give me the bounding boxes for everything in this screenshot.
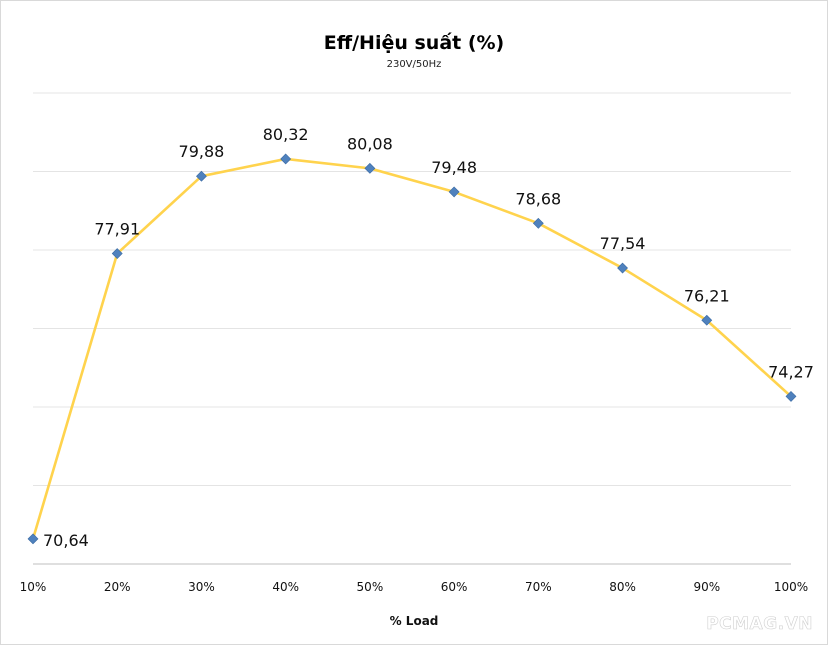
- data-point-5: [448, 186, 460, 198]
- x-tick-label-7: 80%: [609, 580, 636, 594]
- x-tick-label-5: 60%: [441, 580, 468, 594]
- data-label-7: 77,54: [600, 234, 646, 253]
- data-label-8: 76,21: [684, 286, 730, 305]
- series-line: [31, 157, 793, 541]
- data-label-4: 80,08: [347, 134, 393, 153]
- x-axis-tick-labels: 10% 20% 30% 40% 50% 60% 70% 80% 90% 100%: [20, 580, 808, 594]
- x-tick-label-2: 30%: [188, 580, 215, 594]
- x-tick-label-9: 100%: [774, 580, 808, 594]
- data-labels: 70,64 77,91 79,88 80,32 80,08 79,48 78,68 77,54…: [43, 125, 814, 550]
- data-label-5: 79,48: [431, 158, 477, 177]
- gridlines: [33, 92, 791, 486]
- data-point-2: [196, 170, 207, 182]
- x-tick-label-4: 50%: [357, 580, 384, 594]
- data-point-3: [280, 153, 292, 165]
- x-axis-label: % Load: [390, 614, 439, 628]
- data-point-0: [27, 533, 39, 545]
- data-label-6: 78,68: [515, 189, 561, 208]
- series-markers: [27, 153, 797, 545]
- data-point-8: [701, 314, 713, 326]
- x-tick-label-8: 90%: [693, 580, 720, 594]
- x-tick-label-6: 70%: [525, 580, 552, 594]
- data-point-7: [617, 262, 628, 274]
- data-label-3: 80,32: [263, 125, 309, 144]
- data-label-0: 70,64: [43, 531, 89, 550]
- data-point-9: [785, 390, 797, 402]
- data-point-1: [111, 248, 123, 259]
- chart-title: Eff/Hiệu suất (%): [324, 31, 505, 54]
- x-tick-label-3: 40%: [272, 580, 299, 594]
- x-tick-label-1: 20%: [104, 580, 131, 594]
- chart-subtitle: 230V/50Hz: [387, 59, 442, 70]
- watermark: PCMAG.VN: [706, 614, 813, 634]
- data-point-4: [364, 162, 376, 174]
- series-efficiency: [31, 157, 793, 541]
- data-label-2: 79,88: [179, 142, 225, 161]
- data-label-9: 74,27: [768, 362, 814, 381]
- data-label-1: 77,91: [94, 220, 140, 239]
- data-point-6: [532, 217, 544, 229]
- x-tick-label-0: 10%: [20, 580, 47, 594]
